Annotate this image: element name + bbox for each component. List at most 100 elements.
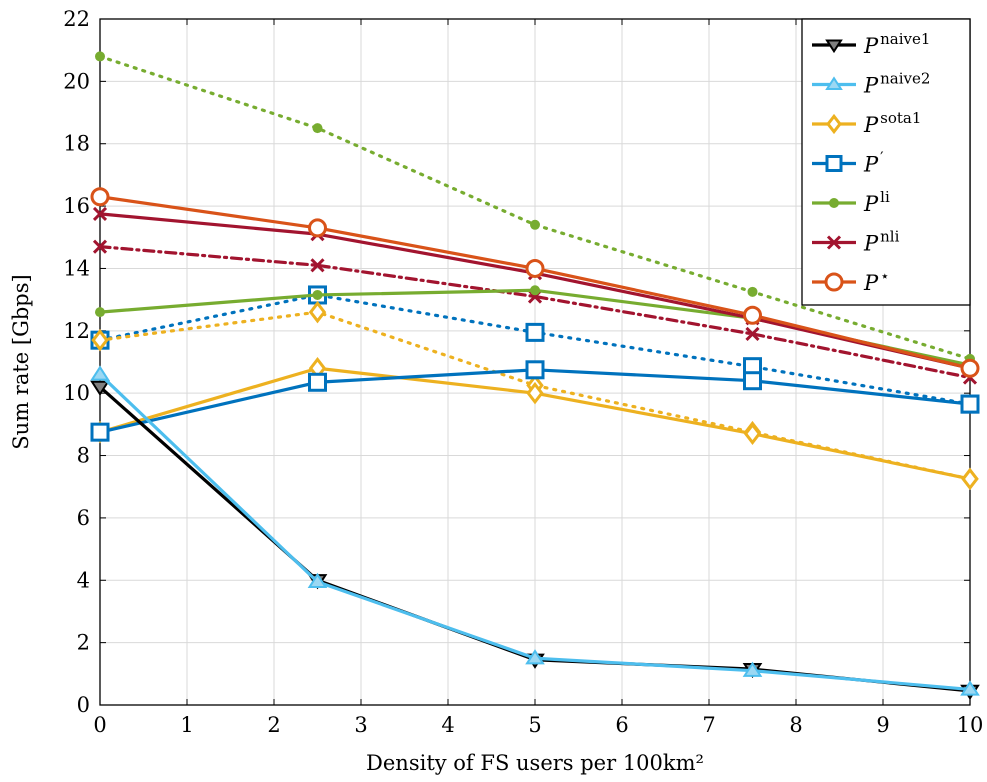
circle-marker [525,258,545,278]
y-tick-label: 6 [77,506,90,530]
diamond-marker [961,467,979,491]
square-marker [825,155,843,172]
diamond-marker [826,113,842,135]
legend-entry-star: P ⋆ [812,267,890,295]
square-marker [90,422,110,442]
legend-label-superscript: ⋆ [880,267,889,285]
x-marker-stroke [310,258,325,273]
x-marker-stroke [92,239,108,254]
circle-marker [308,218,327,238]
y-tick-label: 22 [63,7,90,31]
legend-label-base: P [863,74,879,98]
x-marker [92,206,108,221]
legend-label-base: P [863,232,879,256]
legend-label-base: P [863,271,879,295]
diamond-marker [308,300,327,324]
y-axis-label: Sum rate [Gbps] [9,274,33,449]
y-tick-label: 14 [63,256,90,280]
triangle-up-marker [825,76,843,91]
x-tick-label: 0 [93,713,106,737]
y-tick-label: 10 [63,381,90,405]
circle-marker [960,358,980,378]
legend-label-superscript: naive2 [880,70,930,88]
x-axis-label: Density of FS users per 100km² [366,751,704,775]
y-tick-label: 0 [77,693,90,717]
triangle-up-marker [742,661,763,677]
triangle-up-marker [90,365,110,381]
square-marker [525,322,545,342]
x-tick-label: 2 [267,713,280,737]
legend-label-superscript: ′ [880,149,884,167]
y-tick-label: 12 [63,319,90,343]
x-tick-label: 5 [528,713,541,737]
square-marker [308,372,327,392]
triangle-up-marker [525,649,545,665]
x-marker [745,326,760,341]
x-tick-label: 6 [615,713,628,737]
triangle-down-marker [90,380,110,396]
x-marker [310,258,325,273]
dot-marker [95,51,105,62]
legend-label-superscript: naive1 [880,30,930,48]
dashed-series-line [98,245,972,380]
legend-label-base: P [863,153,879,177]
x-tick-label: 7 [702,713,715,737]
y-tick-label: 2 [77,631,90,655]
legend-label-superscript: nli [880,228,899,246]
diamond-marker [743,422,762,445]
series-layer [90,51,980,701]
series-naive2-1 [90,365,980,696]
legend-entry-prime: P ′ [812,149,884,177]
y-tick-label: 8 [77,444,90,468]
x-marker [826,235,842,250]
square-marker [743,371,762,391]
dot-marker [95,307,105,318]
legend-label: P ′ [863,149,884,177]
dot-marker [530,219,540,230]
circle-marker [90,187,110,207]
x-tick-label: 9 [876,713,889,737]
x-tick-label: 10 [957,713,984,737]
legend-label-base: P [863,113,879,137]
series-prime-3 [90,360,980,442]
triangle-up-marker [960,680,980,696]
x-marker-stroke [826,235,842,250]
square-marker [525,360,545,380]
triangle-down-marker [825,39,843,54]
legend-label-superscript: li [880,188,890,206]
legend-label-superscript: sota1 [880,109,921,127]
dot-marker [747,286,758,297]
triangle-up-marker [307,572,328,589]
x-marker-stroke [92,206,108,221]
x-marker-stroke [745,326,760,341]
dot-marker [312,289,323,300]
x-tick-label: 8 [789,713,802,737]
x-tick-label: 1 [180,713,193,737]
y-tick-label: 4 [77,568,90,592]
x-marker [92,239,108,254]
series-star-6 [90,187,980,378]
dot-marker [312,123,323,134]
y-tick-label: 18 [63,132,90,156]
dot-marker [530,285,540,296]
x-tick-label: 4 [441,713,454,737]
square-marker [960,394,980,414]
y-tick-label: 16 [63,194,90,218]
circle-marker [743,305,762,325]
legend-label-base: P [863,34,879,58]
dot-marker [829,198,839,208]
legend-label-base: P [863,192,879,216]
y-tick-label: 20 [63,69,90,93]
diamond-marker [526,381,544,405]
